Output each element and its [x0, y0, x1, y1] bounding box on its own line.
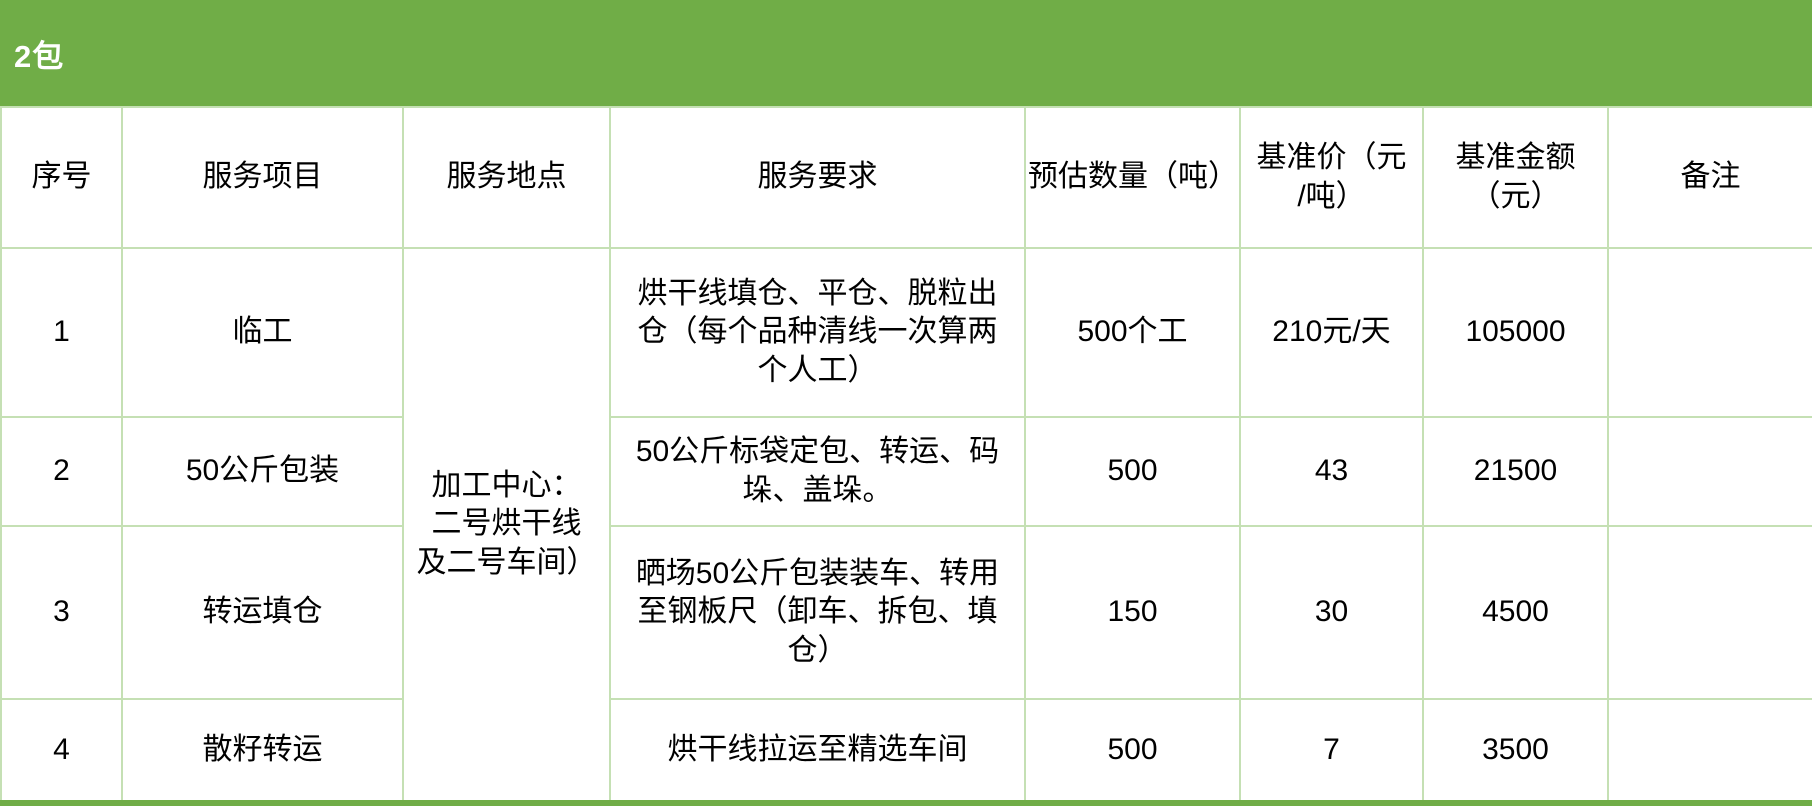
cell-service-item: 散籽转运 — [121, 698, 404, 804]
cell-service-location-merged: 加工中心： 二号烘干线 及二号车间） — [402, 247, 611, 804]
cell-service-item: 临工 — [121, 247, 404, 418]
cell-remarks — [1607, 416, 1812, 527]
col-header-index: 序号 — [0, 106, 123, 249]
table-header-row: 序号 服务项目 服务地点 服务要求 预估数量（吨） 基准价（元 /吨） 基准金额… — [0, 106, 1812, 249]
package-title-bar: 2包 — [0, 0, 1812, 106]
table-row: 2 50公斤包装 50公斤标袋定包、转运、码 垛、盖垛。 500 43 2150… — [0, 416, 1812, 527]
cell-estimated-quantity: 500 — [1024, 416, 1241, 527]
cell-base-amount: 105000 — [1422, 247, 1609, 418]
cell-base-price: 30 — [1239, 525, 1424, 700]
cell-base-amount: 3500 — [1422, 698, 1609, 804]
cell-estimated-quantity: 500 — [1024, 698, 1241, 804]
col-header-remarks: 备注 — [1607, 106, 1812, 249]
col-header-base-amount: 基准金额 （元） — [1422, 106, 1609, 249]
cell-index: 1 — [0, 247, 123, 418]
cell-base-price: 210元/天 — [1239, 247, 1424, 418]
cell-remarks — [1607, 525, 1812, 700]
cell-remarks — [1607, 698, 1812, 804]
cell-index: 3 — [0, 525, 123, 700]
cell-estimated-quantity: 500个工 — [1024, 247, 1241, 418]
cell-base-price: 7 — [1239, 698, 1424, 804]
cell-service-requirement: 晒场50公斤包装装车、转用 至钢板尺（卸车、拆包、填 仓） — [609, 525, 1026, 700]
col-header-service-requirement: 服务要求 — [609, 106, 1026, 249]
col-header-service-item: 服务项目 — [121, 106, 404, 249]
table-row: 3 转运填仓 晒场50公斤包装装车、转用 至钢板尺（卸车、拆包、填 仓） 150… — [0, 525, 1812, 700]
cell-service-requirement: 烘干线拉运至精选车间 — [609, 698, 1026, 804]
cell-remarks — [1607, 247, 1812, 418]
cell-estimated-quantity: 150 — [1024, 525, 1241, 700]
cell-index: 2 — [0, 416, 123, 527]
cell-base-amount: 4500 — [1422, 525, 1609, 700]
cell-base-amount: 21500 — [1422, 416, 1609, 527]
table-row: 1 临工 加工中心： 二号烘干线 及二号车间） 烘干线填仓、平仓、脱粒出 仓（每… — [0, 247, 1812, 804]
col-header-service-location: 服务地点 — [402, 106, 611, 249]
cell-service-requirement: 50公斤标袋定包、转运、码 垛、盖垛。 — [609, 416, 1026, 527]
cell-index: 4 — [0, 698, 123, 804]
package-title: 2包 — [14, 38, 65, 74]
cell-service-requirement: 烘干线填仓、平仓、脱粒出 仓（每个品种清线一次算两 个人工） — [609, 247, 1026, 418]
col-header-estimated-quantity: 预估数量（吨） — [1024, 106, 1241, 249]
cell-service-item: 50公斤包装 — [121, 416, 404, 527]
table-row: 4 散籽转运 烘干线拉运至精选车间 500 7 3500 — [0, 698, 1812, 804]
col-header-base-price: 基准价（元 /吨） — [1239, 106, 1424, 249]
service-package-table: 序号 服务项目 服务地点 服务要求 预估数量（吨） 基准价（元 /吨） 基准金额… — [0, 106, 1812, 806]
cell-service-item: 转运填仓 — [121, 525, 404, 700]
cell-base-price: 43 — [1239, 416, 1424, 527]
